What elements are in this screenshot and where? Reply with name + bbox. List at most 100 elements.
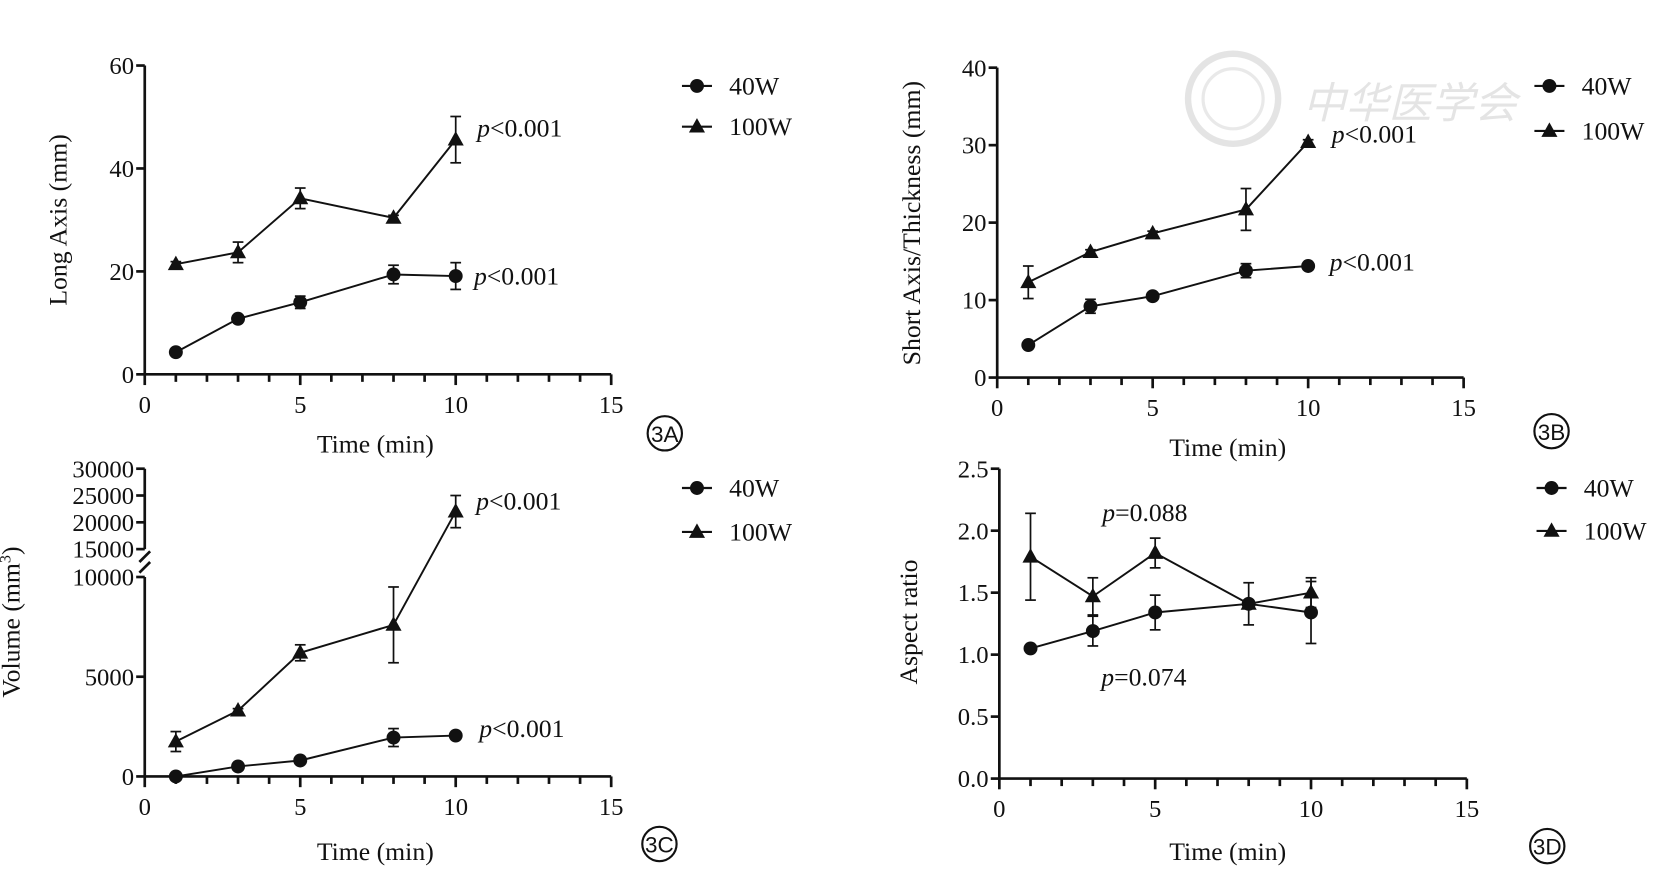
y-axis-label-text: Volume (mm: [0, 563, 25, 698]
legend-label: 100W: [1582, 117, 1646, 146]
data-point: [1302, 584, 1320, 599]
legend-label: 40W: [729, 71, 780, 100]
data-point: [1238, 263, 1253, 278]
p-value: <0.001: [492, 714, 564, 743]
data-point: [386, 267, 401, 282]
y-axis-label: Volume (mm3): [0, 546, 25, 697]
y-tick-label: 15000: [72, 537, 134, 564]
data-point: [1300, 133, 1317, 148]
p-symbol: p: [475, 113, 490, 142]
y-axis-label: Short Axis/Thickness (mm): [897, 81, 926, 365]
data-point: [448, 269, 463, 284]
series-line: [175, 511, 457, 743]
legend-marker-circle: [1544, 481, 1559, 495]
x-tick-label: 15: [599, 794, 624, 821]
series-100W: [167, 115, 464, 271]
panel-label-circle: [641, 825, 678, 863]
legend-marker-triangle: [688, 118, 706, 133]
y-axis-label-sup: 3: [0, 555, 15, 563]
data-point: [231, 759, 246, 774]
data-point: [168, 345, 183, 360]
data-point: [1023, 641, 1038, 656]
legend-label: 100W: [1584, 516, 1648, 545]
x-tick-label: 5: [1147, 395, 1159, 422]
data-point: [1147, 544, 1164, 559]
legend-marker-triangle: [1543, 522, 1560, 537]
p-value: =0.088: [1115, 498, 1187, 527]
legend-marker-circle: [689, 78, 704, 93]
y-tick-label: 40: [962, 55, 987, 82]
x-axis-label: Time (min): [317, 430, 434, 459]
x-tick-label: 15: [1455, 796, 1480, 823]
y-tick-label: 0.0: [958, 766, 989, 793]
axis-break-mark: [138, 561, 152, 574]
data-point: [1084, 587, 1101, 603]
y-tick-label: 1.5: [958, 580, 989, 607]
data-point: [1020, 273, 1037, 289]
x-tick-label: 5: [1149, 796, 1161, 823]
y-tick-label: 30: [962, 133, 987, 160]
x-tick-label: 10: [1296, 395, 1321, 422]
y-tick-label: 40: [109, 156, 134, 183]
p-symbol: p: [474, 486, 489, 515]
data-point: [1237, 200, 1255, 216]
panel-label-circle: [1529, 827, 1566, 865]
x-axis-label: Time (min): [1169, 433, 1286, 462]
p-value: <0.001: [490, 113, 562, 142]
data-point: [1022, 548, 1039, 563]
y-tick-label: 1.0: [958, 642, 989, 669]
panel-label: 3B: [1538, 420, 1566, 445]
legend-label: 40W: [1582, 71, 1633, 100]
series-line: [1030, 602, 1312, 650]
p-symbol: p: [477, 714, 492, 743]
y-tick-label: 30000: [72, 456, 134, 483]
series-line: [1029, 551, 1312, 605]
data-point: [231, 311, 246, 326]
series-40W: [1023, 580, 1318, 656]
x-tick-label: 0: [991, 395, 1003, 422]
data-point: [1301, 259, 1316, 273]
y-tick-label: 20: [109, 259, 134, 286]
series-40W: [1021, 259, 1316, 352]
data-point: [1083, 299, 1098, 314]
legend-label: 100W: [729, 112, 793, 141]
p-value-annotation: p=0.088: [1100, 498, 1187, 527]
legend-marker-triangle: [688, 523, 706, 538]
panel-label: 3C: [645, 833, 674, 858]
legend-marker-circle: [1542, 78, 1557, 93]
y-axis-label-text: Aspect ratio: [894, 560, 923, 685]
y-tick-label: 20000: [72, 510, 134, 537]
p-value: =0.074: [1114, 662, 1187, 691]
x-tick-label: 0: [139, 794, 151, 821]
p-symbol: p: [1328, 247, 1343, 276]
data-point: [292, 644, 309, 659]
data-point: [386, 730, 401, 745]
y-tick-label: 0: [122, 764, 134, 791]
x-tick-label: 10: [443, 392, 468, 419]
x-axis-label: Time (min): [317, 837, 434, 866]
series-line: [1027, 141, 1309, 284]
y-axis-label-text: Short Axis/Thickness (mm): [897, 81, 926, 365]
series-40W: [168, 727, 463, 784]
p-symbol: p: [1099, 662, 1114, 691]
x-tick-label: 10: [1299, 796, 1324, 823]
series-line: [1027, 265, 1309, 346]
y-tick-label: 0: [974, 365, 986, 392]
data-point: [385, 209, 402, 224]
data-point: [229, 702, 247, 717]
data-point: [447, 131, 464, 146]
y-tick-label: 25000: [72, 483, 134, 510]
series-line: [175, 139, 457, 266]
legend-marker-circle: [689, 481, 704, 495]
y-axis-label: Long Axis (mm): [43, 134, 72, 305]
data-point: [385, 616, 402, 631]
p-value-annotation: p<0.001: [472, 261, 559, 290]
y-tick-label: 10000: [72, 565, 134, 592]
data-point: [293, 753, 308, 768]
p-value-annotation: p<0.001: [1330, 120, 1417, 149]
legend-marker-triangle: [1541, 122, 1558, 137]
data-point: [1082, 243, 1099, 258]
y-axis-label-end: ): [0, 546, 25, 555]
